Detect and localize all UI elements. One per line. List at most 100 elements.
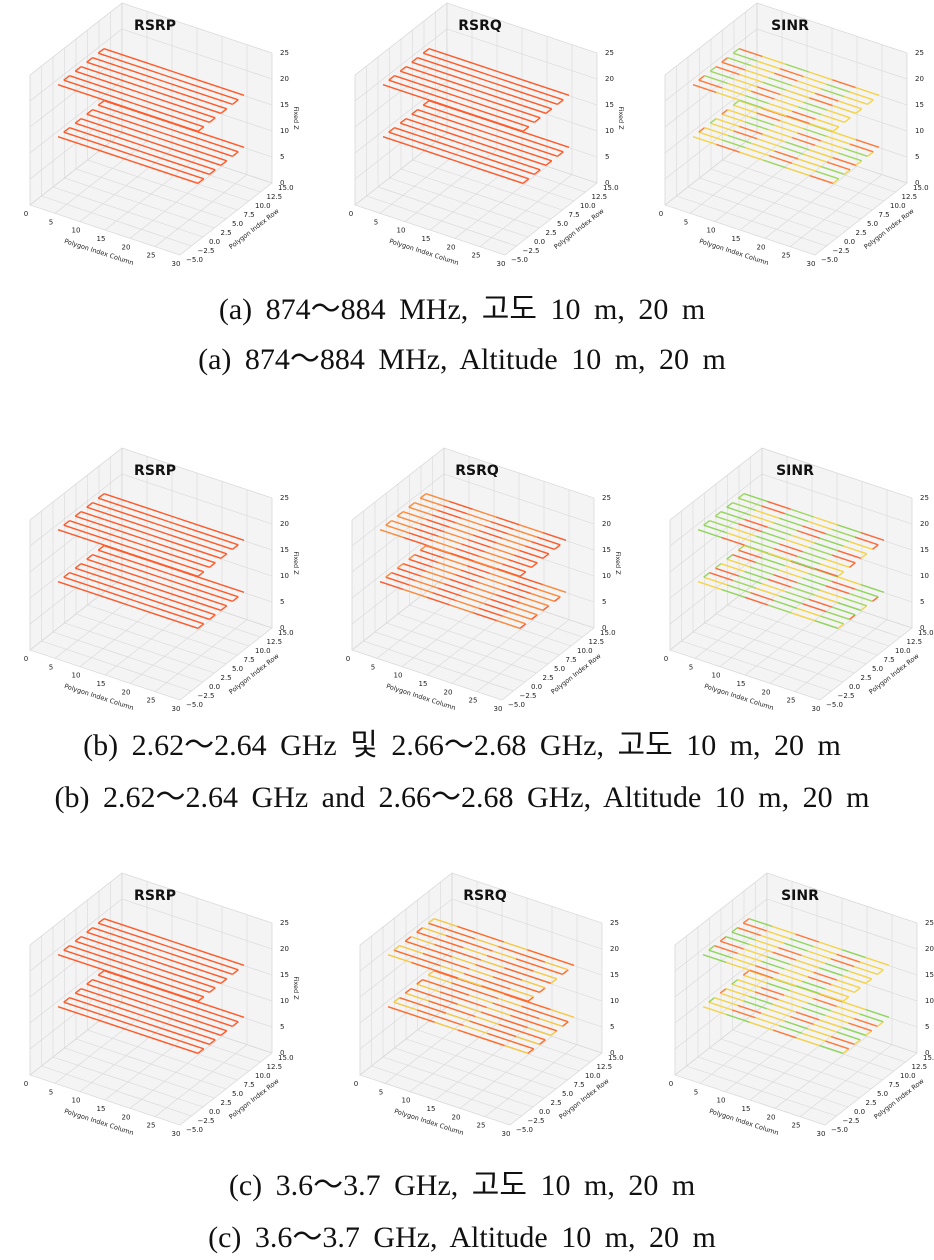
z-tick-label: 15 — [280, 101, 289, 109]
trajectory — [458, 77, 482, 87]
trajectory — [808, 520, 832, 530]
trajectory — [796, 1037, 820, 1047]
trajectory — [451, 930, 476, 940]
trajectory — [410, 936, 435, 946]
trajectory — [502, 615, 526, 625]
trajectory — [460, 569, 485, 579]
trajectory — [486, 980, 511, 990]
y-tick-label: 0.0 — [209, 238, 220, 246]
trajectory — [783, 942, 808, 952]
trajectory — [232, 596, 239, 602]
trajectory — [727, 82, 752, 92]
trajectory — [790, 963, 814, 973]
grid-line — [64, 1047, 215, 1099]
trajectory — [437, 561, 462, 571]
trajectory — [865, 1030, 873, 1036]
trajectory — [809, 97, 833, 107]
trajectory — [504, 967, 528, 977]
trajectory — [435, 95, 459, 105]
plot-3d: 0 5 10 15 20 25 30 −5.0−2.50.02.55.07.510.012.5… — [346, 447, 622, 713]
y-tick-label: 10.0 — [900, 1072, 916, 1080]
trajectory — [461, 595, 486, 605]
trajectory — [185, 140, 210, 150]
trajectory — [382, 136, 407, 146]
trajectory — [842, 1048, 850, 1054]
trajectory — [504, 144, 529, 154]
trajectory — [790, 586, 815, 596]
trajectory — [179, 92, 204, 102]
trajectory — [209, 1039, 216, 1045]
trajectory — [385, 520, 392, 526]
trajectory — [435, 147, 459, 157]
y-tick-label: −5.0 — [826, 701, 843, 709]
trajectory — [522, 156, 547, 166]
trajectory — [428, 1000, 453, 1010]
trajectory — [150, 586, 175, 596]
trajectory — [75, 567, 99, 577]
trajectory — [220, 531, 245, 541]
trajectory — [86, 584, 111, 594]
z-tick-label: 15 — [280, 971, 289, 979]
z-tick-label: 0 — [610, 1049, 614, 1057]
trajectory — [92, 527, 117, 537]
trajectory — [720, 511, 745, 521]
trajectory — [168, 1023, 193, 1033]
trajectory — [115, 587, 140, 597]
grid-line — [363, 640, 514, 692]
trajectory — [379, 529, 404, 539]
y-tick-label: 12.5 — [597, 1063, 613, 1071]
trajectory — [737, 1004, 762, 1014]
trajectory — [766, 982, 791, 992]
x-tick-label: 10 — [397, 227, 406, 235]
trajectory — [121, 505, 146, 515]
trajectory — [63, 997, 70, 1003]
trajectory — [419, 545, 427, 551]
trajectory — [761, 583, 786, 593]
trajectory — [755, 587, 780, 597]
trajectory — [449, 604, 474, 614]
trajectory — [516, 109, 541, 119]
trajectory — [754, 939, 779, 949]
trajectory — [402, 563, 427, 573]
trajectory — [469, 68, 494, 78]
trajectory — [767, 604, 792, 614]
trajectory — [476, 167, 500, 177]
trajectory — [842, 996, 850, 1002]
trajectory — [727, 57, 752, 67]
trajectory — [162, 551, 187, 561]
trajectory — [139, 968, 164, 978]
trajectory — [162, 603, 187, 613]
trajectory — [388, 131, 413, 141]
trajectory — [536, 588, 561, 598]
trajectory — [103, 48, 128, 58]
trajectory — [203, 100, 227, 110]
trajectory — [815, 118, 839, 128]
trajectory — [110, 540, 134, 550]
trajectory — [516, 135, 541, 145]
trajectory — [127, 55, 151, 65]
trajectory — [849, 91, 874, 101]
trajectory — [92, 109, 117, 119]
trajectory — [755, 509, 780, 519]
grid-line — [75, 1038, 227, 1090]
y-tick-label: 15.0 — [923, 1054, 934, 1062]
trajectory — [411, 109, 418, 115]
trajectory — [139, 595, 164, 605]
trajectory — [445, 960, 470, 970]
trajectory — [855, 86, 880, 96]
trajectory — [761, 505, 786, 515]
trajectory — [464, 150, 489, 160]
grid-line — [64, 622, 215, 674]
x-tick-label: 5 — [49, 218, 53, 226]
x-tick-label: 0 — [669, 1080, 673, 1088]
trajectory — [766, 930, 791, 940]
z-tick-label: 10 — [605, 127, 614, 135]
grid-line — [715, 613, 867, 665]
trajectory — [151, 560, 175, 570]
trajectory — [749, 943, 773, 953]
trajectory — [538, 965, 563, 975]
trajectory — [493, 127, 517, 137]
trajectory — [737, 979, 762, 989]
trajectory — [168, 572, 192, 582]
x-tick-label: 20 — [122, 1113, 131, 1121]
